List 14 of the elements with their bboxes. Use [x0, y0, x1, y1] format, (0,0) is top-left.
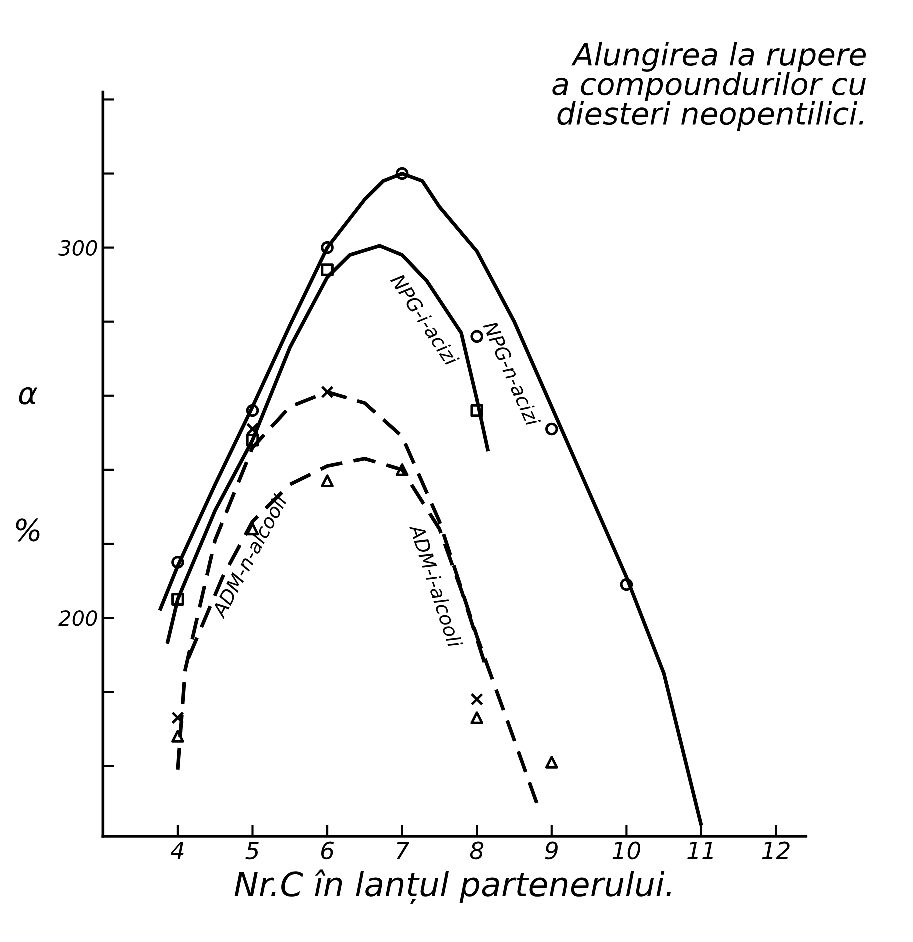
x-tick-label: 7 — [397, 842, 410, 860]
x-tick-label: 5 — [246, 842, 259, 860]
x-tick-label: 4 — [170, 842, 184, 860]
x-tick-label: 10 — [612, 842, 641, 860]
x-tick-label: 8 — [470, 842, 484, 860]
chart-title: Alungirea la rupere a compoundurilor cu diesteri neopentilici. — [552, 42, 866, 132]
text: α % — [16, 387, 40, 542]
x-tick-label: 12 — [762, 842, 790, 860]
y-tick-label: 300 — [58, 240, 98, 256]
x-tick-label: 9 — [545, 842, 558, 860]
x-tick-label: 6 — [322, 842, 334, 860]
y-tick-label: 200 — [58, 610, 98, 626]
x-axis-title: Nr.C în lanțul partenerului. — [234, 870, 671, 904]
x-tick-label: 11 — [688, 842, 713, 860]
